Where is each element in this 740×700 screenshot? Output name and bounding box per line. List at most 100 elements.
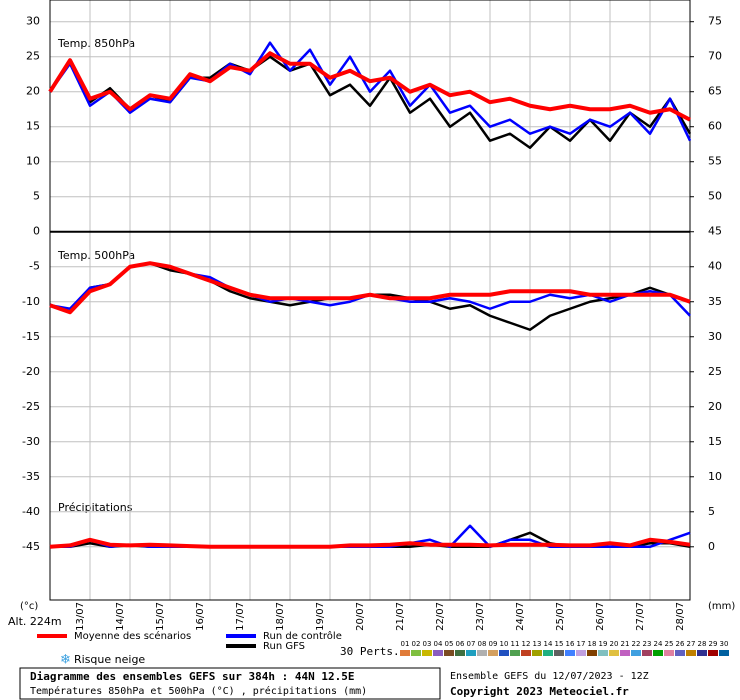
y2-tick-label: 0 <box>708 540 715 553</box>
pert-swatch <box>411 650 421 656</box>
pert-label: 13 <box>533 640 542 648</box>
pert-swatch <box>697 650 707 656</box>
footer-copyright: Copyright 2023 Meteociel.fr <box>450 685 629 698</box>
x-tick-label: 27/07 <box>635 602 646 631</box>
pert-label: 04 <box>434 640 443 648</box>
pert-label: 06 <box>456 640 465 648</box>
series-line <box>49 261 691 315</box>
pert-label: 08 <box>478 640 487 648</box>
pert-label: 14 <box>544 640 553 648</box>
pert-swatch <box>576 650 586 656</box>
series-line <box>49 537 691 549</box>
panel-label: Temp. 850hPa <box>57 37 135 50</box>
y2-tick-label: 65 <box>708 85 722 98</box>
footer-subtitle: Températures 850hPa et 500hPa (°C) , pré… <box>30 685 367 697</box>
pert-swatch <box>455 650 465 656</box>
y2-tick-label: 70 <box>708 50 722 63</box>
y2-tick-label: 25 <box>708 365 722 378</box>
x-tick-label: 19/07 <box>315 602 326 631</box>
y2-tick-label: 75 <box>708 15 722 28</box>
y-tick-label: 5 <box>33 190 40 203</box>
pert-swatch <box>708 650 718 656</box>
pert-swatch <box>664 650 674 656</box>
pert-label: 03 <box>423 640 432 648</box>
pert-label: 11 <box>511 640 520 648</box>
footer-title: Diagramme des ensembles GEFS sur 384h : … <box>30 670 355 683</box>
pert-swatch <box>719 650 729 656</box>
y2-tick-label: 30 <box>708 330 722 343</box>
pert-swatch <box>422 650 432 656</box>
legend-label: Run GFS <box>263 641 305 652</box>
pert-label: 20 <box>610 640 619 648</box>
y2-tick-label: 60 <box>708 120 722 133</box>
y2-tick-label: 15 <box>708 435 722 448</box>
pert-label: 15 <box>555 640 564 648</box>
pert-label: 12 <box>522 640 531 648</box>
x-tick-label: 15/07 <box>155 602 166 631</box>
y-tick-label: -10 <box>22 295 40 308</box>
x-tick-label: 16/07 <box>195 602 206 631</box>
y-tick-label: 20 <box>26 85 40 98</box>
x-tick-label: 13/07 <box>75 602 86 631</box>
pert-label: 21 <box>621 640 630 648</box>
pert-label: 09 <box>489 640 498 648</box>
y-tick-label: 25 <box>26 50 40 63</box>
x-tick-label: 26/07 <box>595 602 606 631</box>
x-tick-label: 17/07 <box>235 602 246 631</box>
y2-tick-label: 20 <box>708 400 722 413</box>
pert-swatch <box>466 650 476 656</box>
pert-swatch <box>675 650 685 656</box>
pert-label: 18 <box>588 640 597 648</box>
pert-label: 26 <box>676 640 685 648</box>
pert-swatch <box>400 650 410 656</box>
pert-label: 17 <box>577 640 586 648</box>
pert-swatch <box>598 650 608 656</box>
x-tick-label: 20/07 <box>355 602 366 631</box>
x-tick-label: 14/07 <box>115 602 126 631</box>
pert-swatch <box>521 650 531 656</box>
panel-label: Précipitations <box>58 501 133 514</box>
pert-label: 30 <box>720 640 729 648</box>
pert-swatch <box>609 650 619 656</box>
snow-label: Risque neige <box>74 653 145 666</box>
y-tick-label: -45 <box>22 540 40 553</box>
legend-label: Run de contrôle <box>263 630 342 642</box>
legend-label: Moyenne des scénarios <box>74 630 191 642</box>
y-tick-label: -25 <box>22 400 40 413</box>
pert-swatch <box>565 650 575 656</box>
pert-label: 10 <box>500 640 509 648</box>
pert-swatch <box>499 650 509 656</box>
pert-swatch <box>510 650 520 656</box>
y2-tick-label: 40 <box>708 260 722 273</box>
footer-box <box>19 667 441 700</box>
series-line <box>48 41 692 142</box>
pert-swatch <box>587 650 597 656</box>
pert-swatch <box>642 650 652 656</box>
y-tick-label: 15 <box>26 120 40 133</box>
snow-icon: ❄ <box>60 653 71 668</box>
pert-swatch <box>477 650 487 656</box>
pert-label: 27 <box>687 640 696 648</box>
pert-label: 05 <box>445 640 454 648</box>
y2-tick-label: 10 <box>708 470 722 483</box>
pert-label: 23 <box>643 640 652 648</box>
x-tick-label: 21/07 <box>395 602 406 631</box>
y2-tick-label: 5 <box>708 505 715 518</box>
pert-label: 22 <box>632 640 641 648</box>
pert-label: 28 <box>698 640 707 648</box>
y-tick-label: -5 <box>29 260 40 273</box>
pert-swatch <box>532 650 542 656</box>
y-unit: (°c) <box>20 601 38 612</box>
pert-label: 25 <box>665 640 674 648</box>
pert-swatch <box>433 650 443 656</box>
x-tick-label: 25/07 <box>555 602 566 631</box>
y2-tick-label: 45 <box>708 225 722 238</box>
y-tick-label: 10 <box>26 155 40 168</box>
x-tick-label: 18/07 <box>275 602 286 631</box>
y-tick-label: 30 <box>26 15 40 28</box>
pert-swatch <box>488 650 498 656</box>
y2-tick-label: 55 <box>708 155 722 168</box>
y-tick-label: -40 <box>22 505 40 518</box>
y2-tick-label: 50 <box>708 190 722 203</box>
